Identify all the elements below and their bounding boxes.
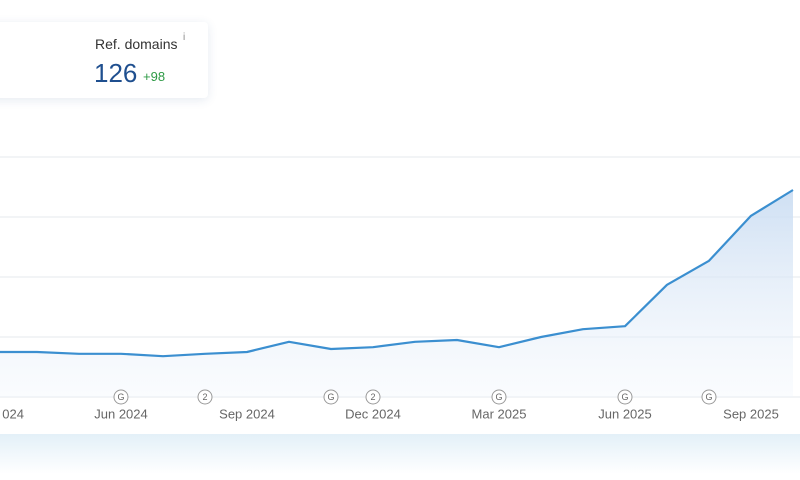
event-label: G: [621, 392, 628, 402]
metric-label: Ref. domains: [95, 36, 178, 52]
metric-card[interactable]: Ref. domains i 126 +98: [0, 22, 208, 98]
event-marker[interactable]: [701, 389, 717, 405]
x-tick-label: Jun 2025: [598, 406, 652, 421]
event-marker[interactable]: [113, 389, 129, 405]
scroll-band: [0, 434, 800, 474]
metric-value: 126: [94, 58, 138, 88]
event-marker[interactable]: [491, 389, 507, 405]
event-label: G: [327, 392, 334, 402]
event-label: G: [705, 392, 712, 402]
event-label: G: [495, 392, 502, 402]
area: [0, 190, 793, 397]
x-tick-label: Mar 2025: [472, 406, 527, 421]
event-marker[interactable]: [617, 389, 633, 405]
x-tick-label: Dec 2024: [345, 406, 401, 421]
x-tick-label: Sep 2024: [219, 406, 275, 421]
event-marker[interactable]: [323, 389, 339, 405]
event-label: 2: [370, 392, 375, 402]
info-icon[interactable]: i: [183, 32, 186, 43]
event-marker[interactable]: [365, 389, 381, 405]
x-tick-label: 024: [2, 406, 24, 421]
line: [0, 189, 794, 358]
metric-delta: +98: [143, 69, 166, 84]
event-marker[interactable]: [197, 389, 213, 405]
event-label: G: [117, 392, 124, 402]
x-tick-label: Sep 2025: [723, 406, 779, 421]
x-tick-label: Jun 2024: [94, 406, 148, 421]
event-label: 2: [202, 392, 207, 402]
